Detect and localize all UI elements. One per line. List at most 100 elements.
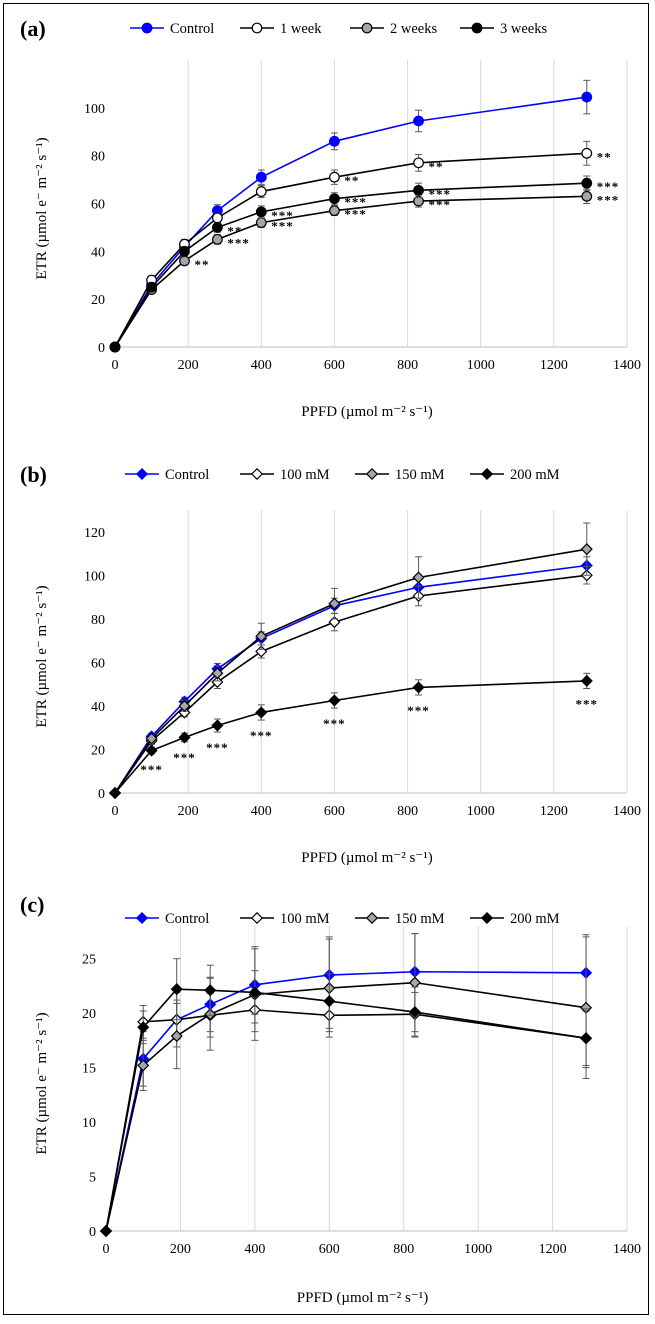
panel-b-legend-label: 200 mM: [510, 467, 560, 483]
panel-b-x-tick-label: 200: [178, 804, 199, 819]
panel-a-significance-label: ***: [344, 207, 367, 222]
panel-b-data-point: [412, 681, 425, 694]
panel-a-data-point: [255, 206, 267, 218]
panel-b-series-line: [114, 574, 587, 794]
panel-c-data-point: [137, 1021, 150, 1034]
panel-a-data-point: [329, 193, 340, 205]
panel-a-series-2: ************** ***: [109, 188, 620, 353]
panel-c-x-tick-label: 1000: [464, 1242, 492, 1257]
panel-c-series-3: [99, 958, 593, 1238]
panel-b-data-point: [412, 571, 425, 584]
panel-a-legend-marker: [251, 22, 263, 34]
panel-a-significance-label: ***: [597, 192, 620, 207]
panel-a-legend-label: 2 weeks: [390, 21, 437, 37]
panel-a-significance-label: ***: [344, 195, 367, 210]
panel-c-y-tick-label: 10: [82, 1116, 96, 1131]
panel-c-legend-marker: [365, 911, 379, 925]
panel-b-legend-label: Control: [165, 467, 209, 483]
panel-a-significance-label: **: [597, 149, 612, 164]
panel-c-legend-label: 200 mM: [510, 911, 560, 927]
panel-b-x-axis-title: PPFD (µmol m⁻² s⁻¹): [301, 850, 432, 866]
panel-a-legend-marker: [361, 22, 373, 34]
panel-c-y-axis-title: ETR (µmol e⁻ m⁻² s⁻¹): [34, 1012, 50, 1154]
panel-c-x-tick-label: 0: [103, 1242, 110, 1257]
panel-c-data-point: [248, 986, 261, 999]
panel-c-series-line: [105, 981, 587, 1232]
panel-a-x-tick-label: 200: [178, 358, 199, 373]
figure-border: [3, 3, 649, 1315]
panel-a-legend-label: 3 weeks: [500, 21, 547, 37]
panel-c-series-line: [105, 988, 587, 1232]
panel-b-data-point: [145, 732, 158, 745]
panel-c-data-point: [323, 995, 336, 1008]
panel-a-series-line: [114, 195, 587, 348]
panel-c-legend-marker: [480, 911, 494, 925]
panel-b-data-point: [178, 706, 191, 719]
panel-c-x-tick-label: 800: [393, 1242, 414, 1257]
panel-c: (c) 0 200 400 600 800 1000 1200 1400 0 5 10 15 20 25 P…: [20, 892, 641, 1306]
panel-b-data-point: [178, 699, 191, 712]
panel-b-data-point: [580, 674, 593, 687]
panel-a-data-point: [146, 281, 157, 293]
panel-a-y-tick-label: 0: [98, 341, 105, 356]
panel-a-data-point: [211, 222, 223, 233]
panel-a-y-tick-label: 100: [84, 102, 105, 117]
panel-b-series-line: [114, 564, 587, 794]
panel-a-legend-marker: [471, 22, 483, 34]
panel-c-data-point: [99, 1224, 113, 1238]
panel-c-x-tick-label: 1200: [539, 1242, 567, 1257]
panel-a-significance-label: ***: [429, 197, 452, 212]
panel-a-data-point: [329, 171, 340, 183]
panel-a-data-point: [109, 341, 121, 353]
panel-c-letter: (c): [20, 892, 44, 917]
panel-a-legend-marker: [141, 22, 153, 34]
panel-b-legend-label: 150 mM: [395, 467, 445, 483]
panel-c-x-tick-label: 400: [244, 1242, 265, 1257]
panel-c-data-point: [204, 984, 217, 997]
panel-c-series-line: [105, 970, 587, 1232]
panel-c-legend: Control 100 mM 150 mM 200 mM: [125, 911, 560, 927]
panel-c-x-tick-label: 200: [170, 1242, 191, 1257]
panel-b-data-point: [255, 630, 268, 643]
panel-b-legend-marker: [365, 467, 379, 481]
panel-b-data-point: [255, 706, 268, 719]
panel-b-x-tick-label: 600: [324, 804, 345, 819]
panel-a-x-tick-label: 1400: [613, 358, 641, 373]
panel-b-legend-label: 100 mM: [280, 467, 330, 483]
panel-b-data-point: [178, 731, 191, 744]
panel-a-data-point: [581, 177, 593, 189]
panel-a-y-tick-label: 60: [91, 198, 105, 213]
panel-b-data-point: [328, 616, 341, 629]
panel-a-data-point: [413, 157, 424, 169]
panel-b-x-tick-label: 1200: [540, 804, 568, 819]
panel-a-series-line: [114, 152, 587, 348]
panel-a-x-tick-label: 1000: [467, 358, 495, 373]
panel-a-data-point: [179, 245, 190, 257]
panel-b-x-tick-label: 0: [112, 804, 119, 819]
panel-a: (a) 0 200 400 600 800 1000 1200 1400 0 20 40 60 80 10…: [20, 16, 641, 420]
panel-a-x-tick-label: 800: [397, 358, 418, 373]
panel-b-legend-marker: [480, 467, 494, 481]
panel-c-data-point: [170, 983, 183, 996]
panel-a-significance-label: **: [194, 257, 209, 272]
panel-a-data-point: [211, 233, 223, 245]
panel-c-y-tick-label: 0: [89, 1225, 96, 1240]
panel-c-y-tick-label: 20: [82, 1007, 96, 1022]
panel-a-letter: (a): [20, 16, 46, 41]
panel-a-significance-label: ***: [227, 235, 250, 250]
panel-b-significance-label: ***: [323, 716, 346, 731]
panel-a-significance-label: ***: [597, 179, 620, 194]
panel-a-significance-label: ***: [271, 219, 294, 234]
panel-b-significance-label: ***: [206, 740, 229, 755]
panel-b-y-tick-label: 120: [84, 526, 105, 541]
panel-a-x-axis-title: PPFD (µmol m⁻² s⁻¹): [301, 404, 432, 420]
panel-a-significance-label: **: [227, 223, 242, 238]
panel-a-x-tick-label: 0: [112, 358, 119, 373]
panel-a-y-tick-label: 80: [91, 150, 105, 165]
panel-a-legend-label: Control: [170, 21, 214, 37]
panel-c-y-tick-label: 25: [82, 953, 96, 968]
panel-c-legend-label: 150 mM: [395, 911, 445, 927]
panel-a-legend-label: 1 week: [280, 21, 322, 37]
